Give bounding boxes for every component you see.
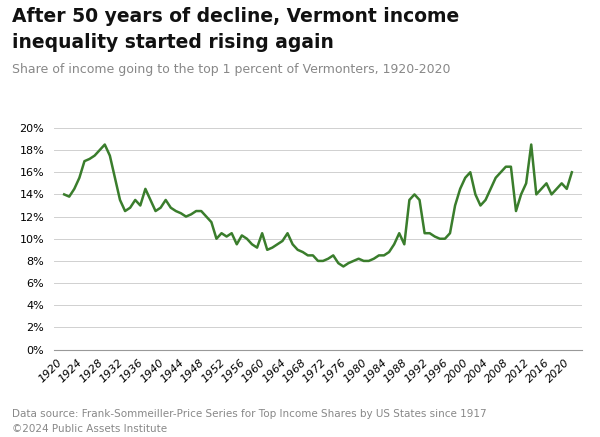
Text: inequality started rising again: inequality started rising again <box>12 33 334 52</box>
Text: Share of income going to the top 1 percent of Vermonters, 1920-2020: Share of income going to the top 1 perce… <box>12 63 451 76</box>
Text: After 50 years of decline, Vermont income: After 50 years of decline, Vermont incom… <box>12 7 459 25</box>
Text: ©2024 Public Assets Institute: ©2024 Public Assets Institute <box>12 424 167 434</box>
Text: Data source: Frank-Sommeiller-Price Series for Top Income Shares by US States si: Data source: Frank-Sommeiller-Price Seri… <box>12 409 487 419</box>
